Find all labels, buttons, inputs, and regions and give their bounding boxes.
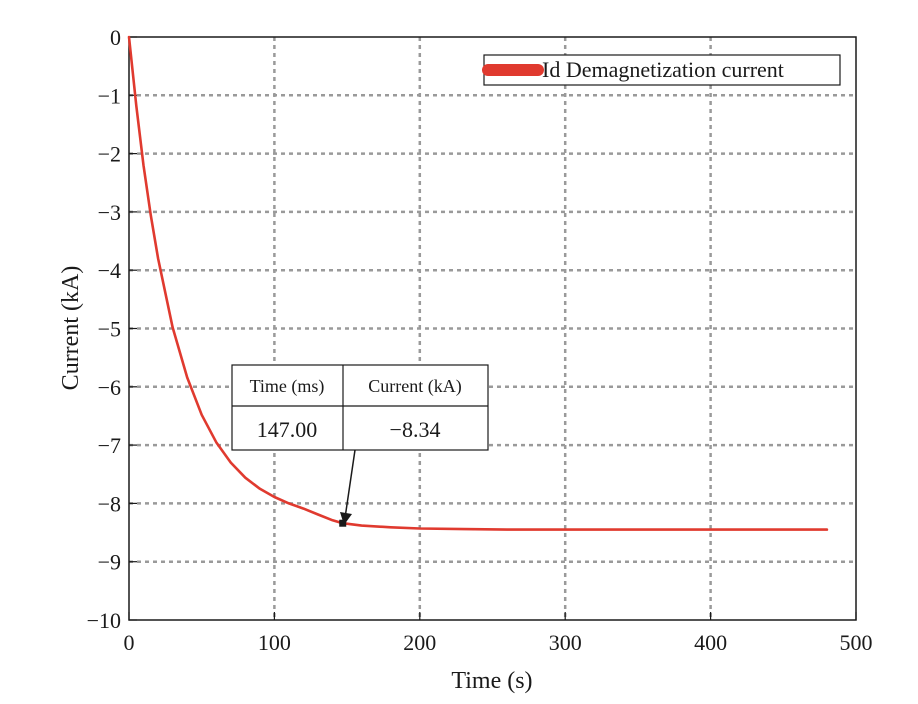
y-tick-label: −3 — [98, 200, 121, 225]
y-tick-label: −10 — [87, 608, 121, 633]
annotation-point — [339, 519, 347, 527]
y-tick-label: −1 — [98, 83, 121, 108]
annotation-value-time: 147.00 — [257, 417, 318, 442]
y-tick-label: −6 — [98, 375, 121, 400]
y-tick-label: −2 — [98, 142, 121, 167]
x-tick-label: 200 — [403, 630, 436, 655]
annotation-arrow — [344, 449, 356, 519]
legend: Id Demagnetization current — [482, 54, 841, 86]
axis-ticks: 0 100 200 300 400 500 0 −1 −2 −3 −4 −5 −6 −7 −8 −9 −10 — [87, 25, 873, 655]
y-tick-label: −8 — [98, 491, 121, 516]
legend-label: Id Demagnetization current — [542, 57, 784, 82]
annotation-header-current: Current (kA) — [368, 376, 461, 397]
x-tick-label: 0 — [124, 630, 135, 655]
x-tick-label: 400 — [694, 630, 727, 655]
x-tick-label: 100 — [258, 630, 291, 655]
series-group — [127, 35, 829, 531]
x-axis-label: Time (s) — [451, 668, 532, 694]
series-line — [127, 35, 829, 531]
x-tick-label: 300 — [549, 630, 582, 655]
y-tick-label: −5 — [98, 317, 121, 342]
grid-lines — [129, 37, 856, 620]
y-tick-label: −4 — [98, 258, 121, 283]
annotation-arrowhead — [340, 512, 352, 525]
annotation-header-time: Time (ms) — [250, 376, 325, 397]
y-tick-label: 0 — [110, 25, 121, 50]
y-axis-label: Current (kA) — [58, 266, 84, 391]
x-tick-label: 500 — [840, 630, 873, 655]
annotation: Time (ms) Current (kA) 147.00 −8.34 — [231, 364, 489, 525]
annotation-box — [231, 364, 489, 451]
y-tick-label: −7 — [98, 433, 121, 458]
y-tick-label: −9 — [98, 550, 121, 575]
annotation-value-current: −8.34 — [390, 417, 441, 442]
